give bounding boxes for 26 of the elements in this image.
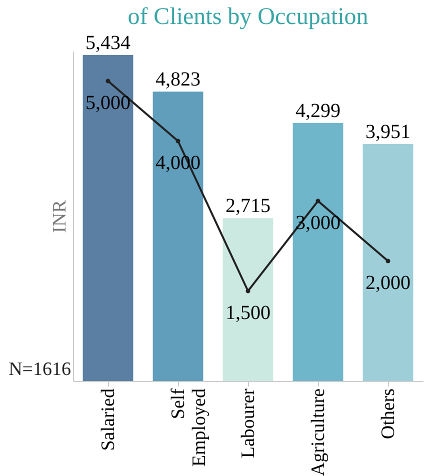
data-label: 5,434 [86,32,130,54]
bar [152,92,204,381]
chart-title: of Clients by Occupation [128,4,368,30]
x-tick-label: Others [378,388,399,440]
point [176,138,180,144]
y-axis-title: INR [50,200,70,233]
data-label: 1,500 [226,302,270,324]
text: N=1616 [8,359,71,380]
bar [292,123,344,381]
bar [362,144,414,381]
bar [82,54,134,381]
bar [222,218,274,381]
data-label: 5,000 [86,92,130,114]
data-label: 2,715 [226,195,270,218]
point [246,288,250,294]
data-label: 2,000 [366,272,410,294]
x-tick-label: Labourer [238,388,259,458]
point [386,258,390,264]
point [316,198,320,204]
x-tick-label: Salaried [98,388,119,451]
data-label: 4,299 [296,100,340,122]
data-label: 4,823 [156,68,200,91]
point [106,78,110,84]
x-tick-label: Agriculture [308,388,329,476]
data-label: 3,951 [366,120,410,143]
x-tick-label: Self Employed [168,388,210,467]
